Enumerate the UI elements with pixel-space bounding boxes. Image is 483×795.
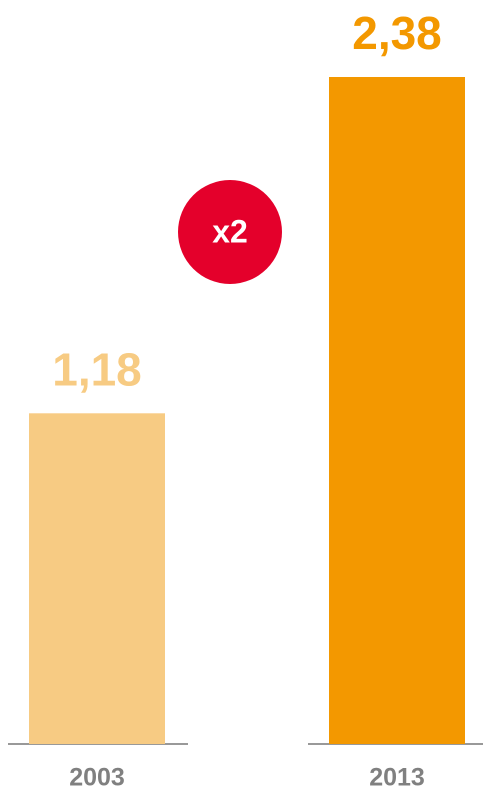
- annotation-badge: [178, 180, 282, 284]
- bar: [29, 413, 165, 744]
- bar: [329, 77, 465, 744]
- value-label: 2,38: [352, 7, 442, 59]
- x-tick-label: 2013: [369, 764, 425, 792]
- annotation-text: x2: [212, 213, 248, 249]
- x-tick-label: 2003: [69, 764, 125, 792]
- value-label: 1,18: [52, 343, 142, 395]
